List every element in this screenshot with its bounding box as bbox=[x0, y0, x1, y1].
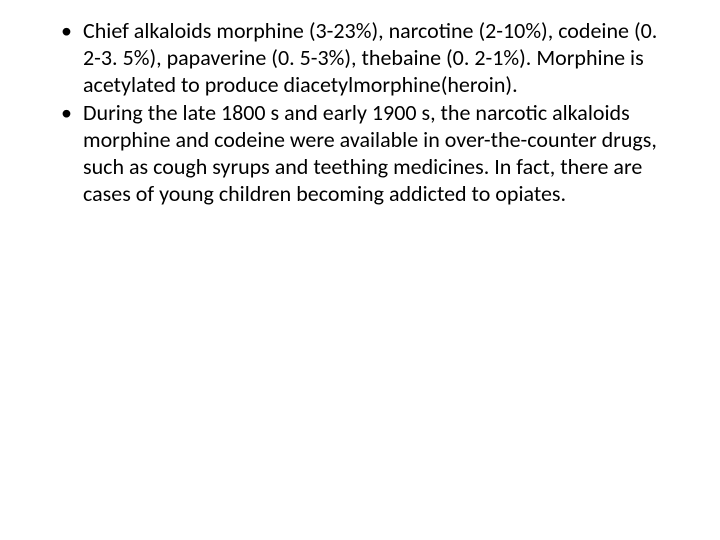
list-item: Chief alkaloids morphine (3-23%), narcot… bbox=[55, 18, 665, 98]
bullet-text: During the late 1800 s and early 1900 s,… bbox=[83, 99, 657, 206]
bullet-list: Chief alkaloids morphine (3-23%), narcot… bbox=[55, 18, 665, 208]
bullet-text: Chief alkaloids morphine (3-23%), narcot… bbox=[83, 17, 657, 98]
list-item: During the late 1800 s and early 1900 s,… bbox=[55, 100, 665, 207]
slide: Chief alkaloids morphine (3-23%), narcot… bbox=[0, 0, 720, 540]
